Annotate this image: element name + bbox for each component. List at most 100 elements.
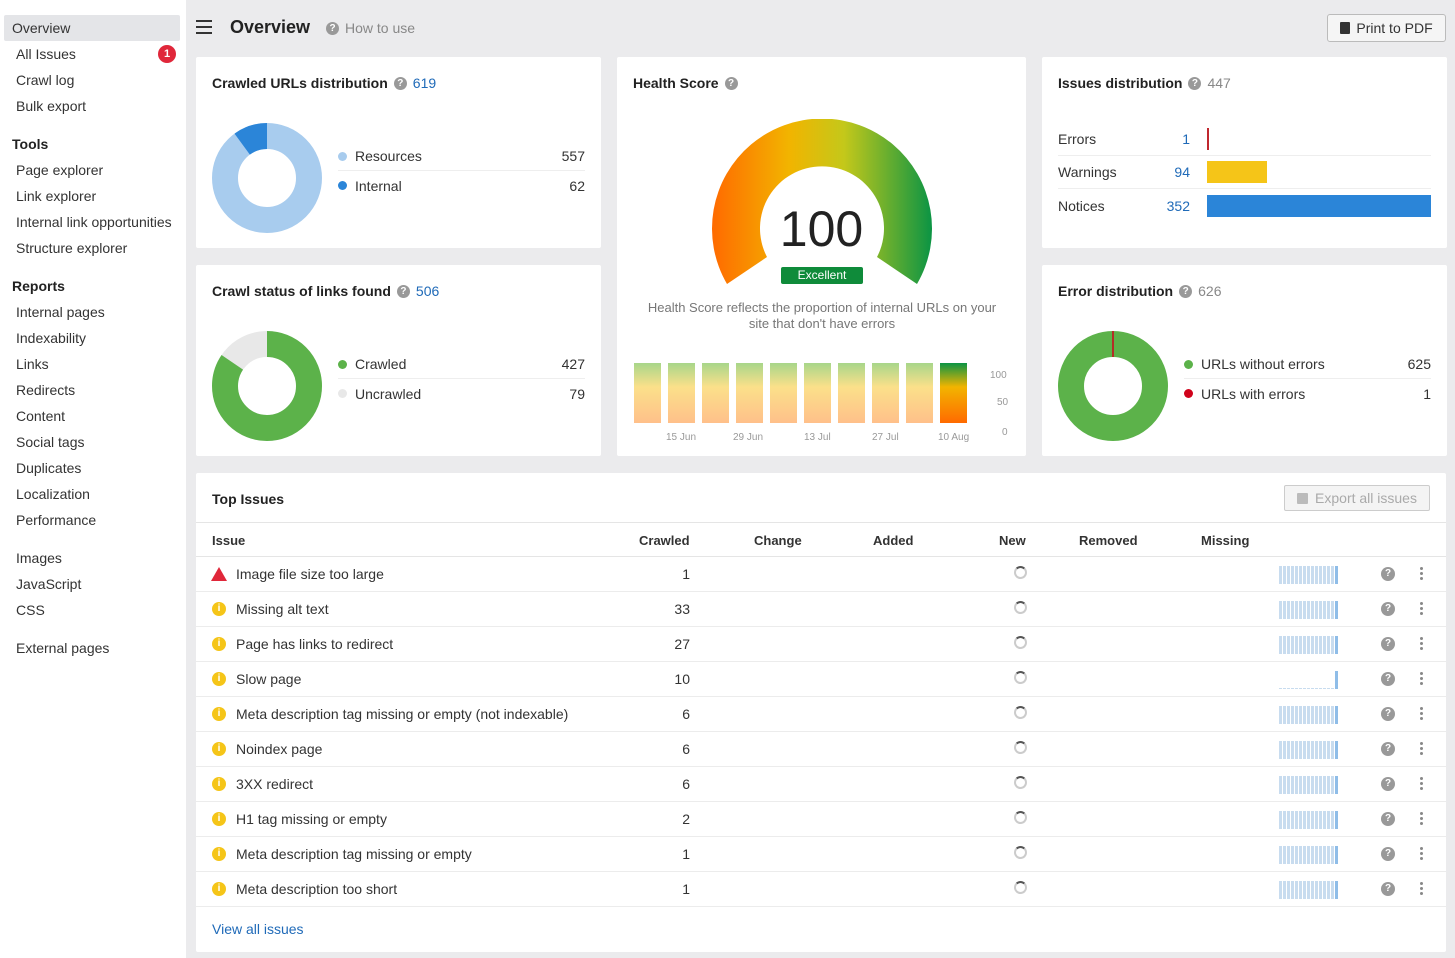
- legend-uncrawled[interactable]: Uncrawled 79: [338, 379, 585, 408]
- table-row[interactable]: i 3XX redirect 6?: [196, 767, 1446, 802]
- sidebar-item-duplicates[interactable]: Duplicates: [16, 460, 82, 476]
- more-options-icon[interactable]: [1420, 882, 1423, 896]
- more-options-icon[interactable]: [1420, 567, 1423, 581]
- dist-value[interactable]: 352: [1166, 197, 1190, 214]
- issue-crawled[interactable]: 6: [682, 706, 690, 722]
- sidebar-item-images[interactable]: Images: [16, 550, 62, 566]
- issue-name[interactable]: H1 tag missing or empty: [236, 811, 387, 827]
- issue-name[interactable]: Noindex page: [236, 741, 323, 757]
- legend-resources[interactable]: Resources 557: [338, 142, 585, 171]
- history-bar-current[interactable]: [940, 363, 967, 423]
- more-options-icon[interactable]: [1420, 637, 1423, 651]
- issue-crawled[interactable]: 33: [674, 601, 690, 617]
- col-issue[interactable]: Issue: [212, 533, 246, 548]
- more-options-icon[interactable]: [1420, 777, 1423, 791]
- issue-name[interactable]: Meta description too short: [236, 881, 398, 897]
- legend-internal[interactable]: Internal 62: [338, 171, 585, 200]
- sidebar-item-internal-link-opportunities[interactable]: Internal link opportunities: [16, 214, 172, 230]
- trend-sparkline[interactable]: [1279, 739, 1339, 759]
- more-options-icon[interactable]: [1420, 672, 1423, 686]
- col-change[interactable]: Change: [754, 533, 802, 548]
- issue-crawled[interactable]: 1: [682, 881, 690, 897]
- table-row[interactable]: i Missing alt text 33?: [196, 592, 1446, 627]
- dist-row-warnings[interactable]: Warnings 94: [1058, 156, 1431, 189]
- trend-sparkline[interactable]: [1279, 704, 1339, 724]
- sidebar-item-content[interactable]: Content: [16, 408, 66, 424]
- more-options-icon[interactable]: [1420, 742, 1423, 756]
- help-icon[interactable]: ?: [1381, 847, 1395, 861]
- sidebar-item-bulk-export[interactable]: Bulk export: [16, 98, 87, 114]
- table-row[interactable]: i Noindex page 6?: [196, 732, 1446, 767]
- table-row[interactable]: i Page has links to redirect 27?: [196, 627, 1446, 662]
- legend-without-errors[interactable]: URLs without errors 625: [1184, 350, 1431, 379]
- help-icon[interactable]: ?: [1381, 637, 1395, 651]
- sidebar-item-crawl-log[interactable]: Crawl log: [16, 72, 75, 88]
- help-icon[interactable]: ?: [1381, 567, 1395, 581]
- issue-name[interactable]: Missing alt text: [236, 601, 329, 617]
- history-bar[interactable]: [634, 363, 661, 423]
- sidebar-item-all-issues[interactable]: All Issues 1: [4, 41, 180, 67]
- history-bar[interactable]: [906, 363, 933, 423]
- history-bar[interactable]: [770, 363, 797, 423]
- help-icon[interactable]: ?: [1381, 777, 1395, 791]
- sidebar-item-overview[interactable]: Overview: [4, 15, 180, 41]
- trend-sparkline[interactable]: [1279, 809, 1339, 829]
- issue-crawled[interactable]: 6: [682, 741, 690, 757]
- sidebar-item-css[interactable]: CSS: [16, 602, 45, 618]
- issue-crawled[interactable]: 6: [682, 776, 690, 792]
- dist-row-notices[interactable]: Notices 352: [1058, 189, 1431, 222]
- issue-name[interactable]: Image file size too large: [236, 566, 384, 582]
- table-row[interactable]: i Meta description tag missing or empty (…: [196, 697, 1446, 732]
- print-to-pdf-button[interactable]: Print to PDF: [1327, 14, 1446, 42]
- sidebar-item-links[interactable]: Links: [16, 356, 49, 372]
- help-icon[interactable]: ?: [1381, 672, 1395, 686]
- sidebar-item-internal-pages[interactable]: Internal pages: [16, 304, 105, 320]
- table-row[interactable]: i H1 tag missing or empty 2?: [196, 802, 1446, 837]
- col-crawled[interactable]: Crawled: [639, 533, 690, 548]
- issue-crawled[interactable]: 27: [674, 636, 690, 652]
- help-icon[interactable]: ?: [1188, 76, 1202, 90]
- help-icon[interactable]: ?: [1381, 742, 1395, 756]
- more-options-icon[interactable]: [1420, 812, 1423, 826]
- trend-sparkline[interactable]: [1279, 669, 1339, 689]
- sidebar-item-structure-explorer[interactable]: Structure explorer: [16, 240, 128, 256]
- issue-crawled[interactable]: 2: [682, 811, 690, 827]
- history-bar[interactable]: [702, 363, 729, 423]
- history-bar[interactable]: [872, 363, 899, 423]
- card-count[interactable]: 619: [412, 75, 437, 91]
- help-icon[interactable]: ?: [1381, 812, 1395, 826]
- trend-sparkline[interactable]: [1279, 844, 1339, 864]
- help-icon[interactable]: ?: [724, 76, 738, 90]
- menu-icon[interactable]: [196, 20, 212, 34]
- how-to-use-link[interactable]: ? How to use: [326, 20, 415, 36]
- help-icon[interactable]: ?: [396, 284, 410, 298]
- sidebar-item-javascript[interactable]: JavaScript: [16, 576, 82, 592]
- sidebar-item-social-tags[interactable]: Social tags: [16, 434, 85, 450]
- issue-crawled[interactable]: 1: [682, 846, 690, 862]
- help-icon[interactable]: ?: [1179, 284, 1193, 298]
- issue-crawled[interactable]: 1: [682, 566, 690, 582]
- issue-name[interactable]: Page has links to redirect: [236, 636, 394, 652]
- trend-sparkline[interactable]: [1279, 774, 1339, 794]
- more-options-icon[interactable]: [1420, 707, 1423, 721]
- table-row[interactable]: i Meta description too short 1?: [196, 872, 1446, 907]
- issue-name[interactable]: Meta description tag missing or empty (n…: [236, 706, 569, 722]
- trend-sparkline[interactable]: [1279, 879, 1339, 899]
- trend-sparkline[interactable]: [1279, 634, 1339, 654]
- issue-name[interactable]: Meta description tag missing or empty: [236, 846, 472, 862]
- sidebar-item-localization[interactable]: Localization: [16, 486, 90, 502]
- issue-name[interactable]: Slow page: [236, 671, 302, 687]
- sidebar-item-link-explorer[interactable]: Link explorer: [16, 188, 97, 204]
- issue-crawled[interactable]: 10: [674, 671, 690, 687]
- history-bar[interactable]: [838, 363, 865, 423]
- help-icon[interactable]: ?: [393, 76, 407, 90]
- legend-crawled[interactable]: Crawled 427: [338, 350, 585, 379]
- col-new[interactable]: New: [999, 533, 1026, 548]
- sidebar-item-redirects[interactable]: Redirects: [16, 382, 76, 398]
- dist-row-errors[interactable]: Errors 1: [1058, 123, 1431, 156]
- history-bar[interactable]: [804, 363, 831, 423]
- table-row[interactable]: Image file size too large 1?: [196, 557, 1446, 592]
- history-bar[interactable]: [736, 363, 763, 423]
- help-icon[interactable]: ?: [1381, 882, 1395, 896]
- more-options-icon[interactable]: [1420, 847, 1423, 861]
